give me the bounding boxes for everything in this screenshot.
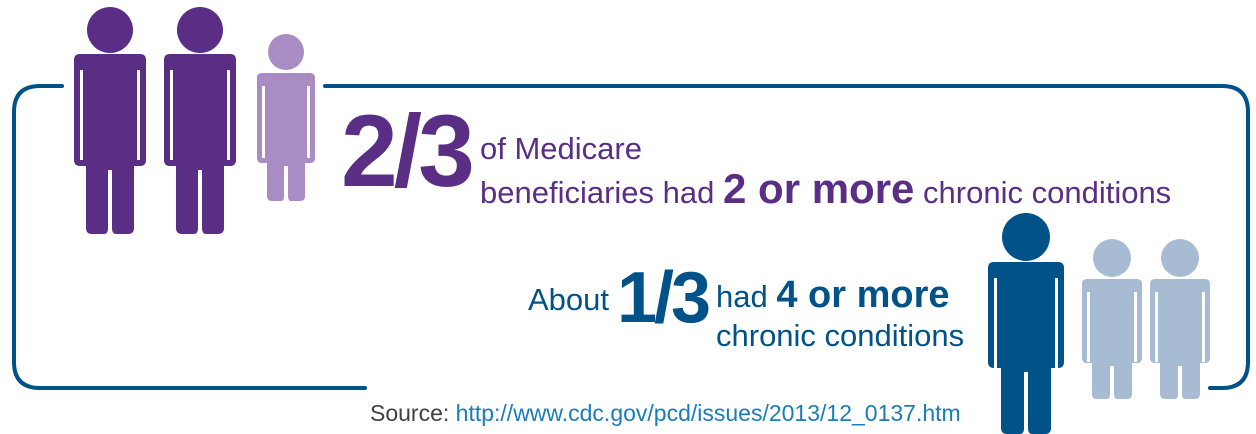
person-icon [1082,239,1142,399]
person-icon [74,7,146,234]
statement-2-emphasis: 4 or more [776,274,950,316]
fraction-one-third: 1/3 [617,258,711,338]
statement-1-emphasis: 2 or more [723,165,915,212]
fraction-two-thirds: 2/3 [341,94,475,208]
statement-2-had: had [716,279,768,314]
statement-1-prefix: beneficiaries had [480,175,715,210]
statement-1-line-1: of Medicare [480,131,642,166]
source-citation: Source: http://www.cdc.gov/pcd/issues/20… [370,402,961,425]
person-icon [988,213,1064,434]
person-icon [1150,239,1210,399]
frame-border [12,84,1250,390]
statement-2-line-1: had 4 or more [716,276,950,314]
source-label: Source: [370,400,450,426]
blue-figure-group [988,213,1210,434]
statement-2-line-2: chronic conditions [716,318,965,353]
person-icon [257,34,315,201]
purple-figure-group [74,7,315,234]
source-link[interactable]: http://www.cdc.gov/pcd/issues/2013/12_01… [455,400,961,426]
statement-1-line-2: beneficiaries had 2 or more chronic cond… [480,168,1171,210]
statement-2-prefix: About [528,282,610,317]
statement-1-suffix: chronic conditions [923,175,1172,210]
person-icon [164,7,236,234]
